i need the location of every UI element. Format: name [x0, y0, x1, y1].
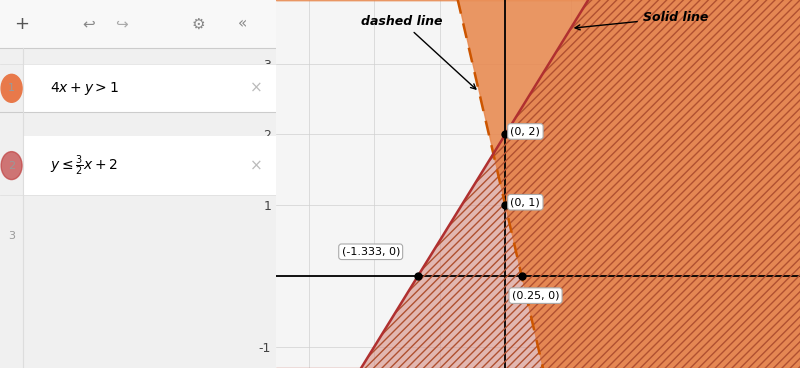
- Text: +: +: [14, 15, 30, 33]
- Text: Solid line: Solid line: [575, 11, 708, 30]
- Text: (0, 1): (0, 1): [510, 197, 540, 207]
- Text: ×: ×: [250, 158, 263, 173]
- FancyBboxPatch shape: [23, 136, 276, 195]
- Text: $y \leq \frac{3}{2}x + 2$: $y \leq \frac{3}{2}x + 2$: [50, 153, 118, 178]
- FancyBboxPatch shape: [0, 0, 276, 48]
- Circle shape: [1, 74, 22, 102]
- Text: (0, 2): (0, 2): [510, 127, 540, 137]
- FancyBboxPatch shape: [23, 64, 276, 112]
- Text: ⚙: ⚙: [192, 17, 206, 31]
- Text: (-1.333, 0): (-1.333, 0): [342, 247, 400, 257]
- Text: ↩: ↩: [82, 17, 94, 31]
- Text: dashed line: dashed line: [361, 15, 476, 89]
- Text: 2: 2: [8, 160, 15, 171]
- Circle shape: [1, 152, 22, 180]
- Text: 1: 1: [8, 83, 14, 93]
- Text: ↪: ↪: [115, 17, 128, 31]
- Text: $4x + y > 1$: $4x + y > 1$: [50, 80, 118, 97]
- Text: (0.25, 0): (0.25, 0): [512, 291, 559, 301]
- Text: ×: ×: [250, 81, 263, 96]
- Text: 3: 3: [8, 230, 14, 241]
- Text: «: «: [238, 17, 247, 31]
